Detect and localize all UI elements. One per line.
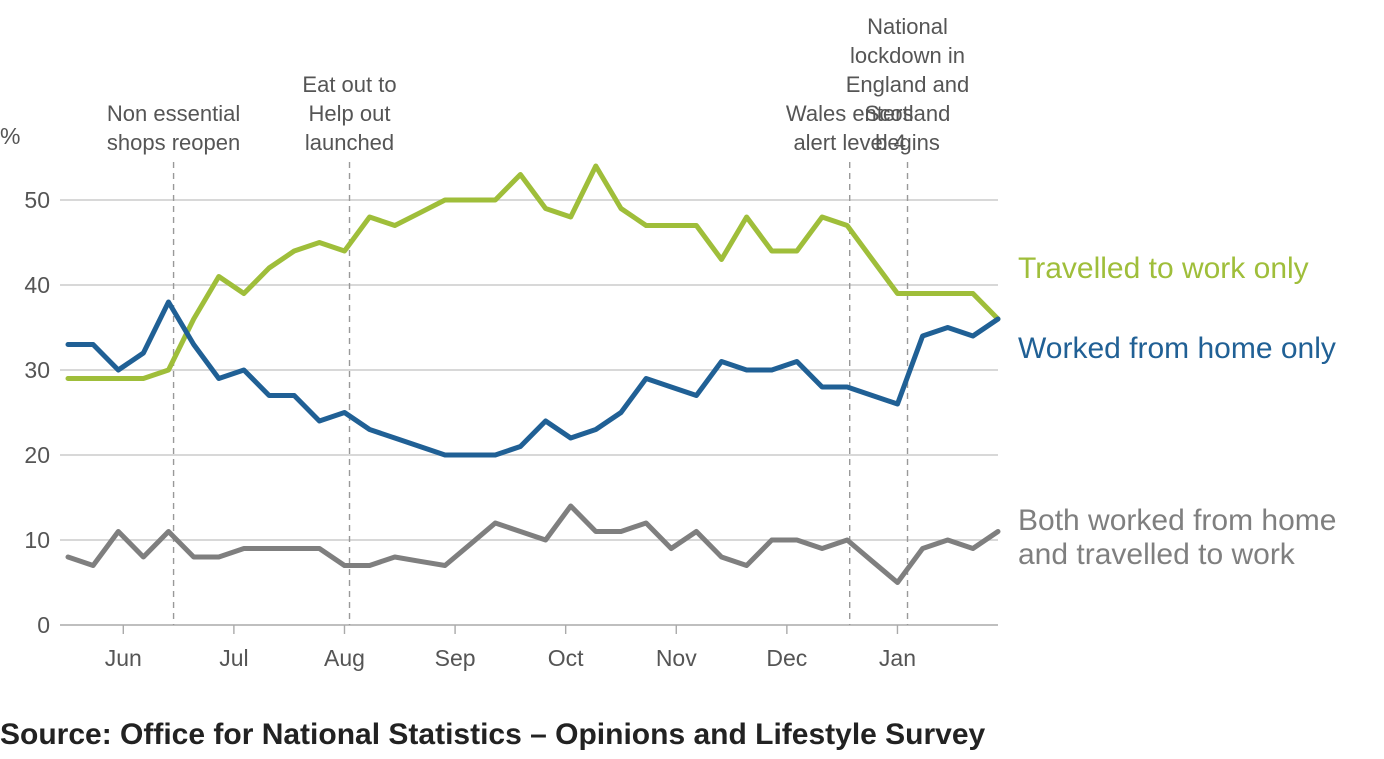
x-tick-label: Oct <box>548 645 584 671</box>
series-line-1 <box>65 299 1001 458</box>
series-lines <box>65 163 1001 585</box>
annotation-text: launched <box>305 130 394 155</box>
axes: 0 10 20 30 40 50% Jun Jul Aug Sep Oct Nov Dec Jan <box>0 123 916 671</box>
annotation-text: lockdown in <box>850 43 965 68</box>
annotation-text: Non essential <box>107 101 240 126</box>
source-note: Source: Office for National Statistics –… <box>0 718 986 751</box>
annotation-text: Eat out to <box>302 72 396 97</box>
annotation-text: begins <box>875 130 940 155</box>
line-chart: Non essential shops reopen Eat out to Help … <box>0 14 1336 671</box>
annotation-text: England and <box>846 72 970 97</box>
x-tick-label: Jun <box>105 645 142 671</box>
x-tick-label: Jul <box>219 645 248 671</box>
annotation-text: Help out <box>309 101 391 126</box>
y-tick-label: 10 <box>24 527 50 553</box>
series-label: Worked from home only <box>1018 332 1336 365</box>
x-tick-label: Sep <box>435 645 476 671</box>
y-tick-label: 20 <box>24 442 50 468</box>
series-label: and travelled to work <box>1018 538 1296 571</box>
x-tick-label: Aug <box>324 645 365 671</box>
event-annotations: Non essential shops reopen Eat out to Help … <box>107 14 969 625</box>
annotation-text: alert level 4 <box>793 130 906 155</box>
annotation-text: National <box>867 14 948 39</box>
y-axis-label: % <box>0 123 20 149</box>
x-tick-label: Dec <box>766 645 807 671</box>
annotation-text: Scotland <box>865 101 951 126</box>
series-labels: Travelled to work only Worked from home o… <box>1018 252 1336 571</box>
series-line-2 <box>65 503 1001 585</box>
y-tick-label: 50 <box>24 187 50 213</box>
annotation-text: shops reopen <box>107 130 240 155</box>
y-tick-label: 30 <box>24 357 50 383</box>
series-label: Travelled to work only <box>1018 252 1309 285</box>
y-tick-label: 40 <box>24 272 50 298</box>
x-tick-label: Jan <box>879 645 916 671</box>
series-label: Both worked from home <box>1018 504 1336 537</box>
gridlines <box>60 199 998 626</box>
annotation-text: Wales enters <box>786 101 914 126</box>
series-line-0 <box>65 163 1001 381</box>
y-tick-label: 0 <box>37 612 50 638</box>
x-tick-label: Nov <box>656 645 697 671</box>
